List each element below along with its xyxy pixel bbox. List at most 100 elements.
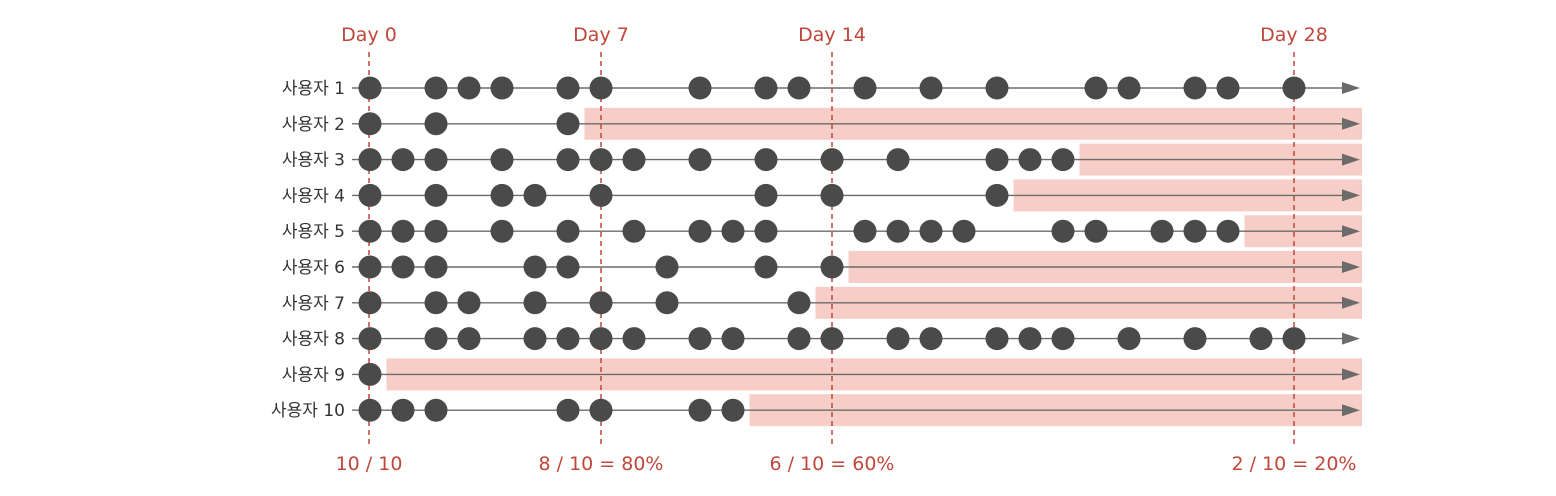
visit-dot [523,327,547,351]
visit-dot [919,327,943,351]
visit-dot [358,112,382,136]
visit-dots [358,76,1306,422]
visit-dot [358,76,382,100]
arrow-head-icon [1342,117,1360,130]
user-label: 사용자 9 [282,365,345,385]
visit-dot [787,327,811,351]
visit-dot [1216,219,1240,243]
visit-dot [1051,148,1075,172]
visit-dot [589,327,613,351]
visit-dot [391,148,415,172]
visit-dot [490,148,514,172]
visit-dot [556,148,580,172]
day-label: Day 0 [341,24,397,46]
visit-dot [457,291,481,315]
visit-dot [1084,219,1108,243]
visit-dot [1117,76,1141,100]
visit-dot [754,148,778,172]
day-label: Day 28 [1260,24,1328,46]
visit-dot [556,76,580,100]
retention-label: 6 / 10 = 60% [770,453,895,475]
visit-dot [1117,327,1141,351]
visit-dot [1282,327,1306,351]
visit-dot [820,255,844,279]
visit-dot [688,76,712,100]
visit-dot [1150,219,1174,243]
visit-dot [424,255,448,279]
visit-dot [490,76,514,100]
arrow-head-icon [1342,225,1360,238]
visit-dot [589,183,613,207]
visit-dot [457,327,481,351]
visit-dot [655,255,679,279]
retention-label: 2 / 10 = 20% [1232,453,1357,475]
visit-dot [1183,76,1207,100]
visit-dot [985,327,1009,351]
visit-dot [589,76,613,100]
visit-dot [787,76,811,100]
visit-dot [490,183,514,207]
visit-dot [688,148,712,172]
visit-dot [391,398,415,422]
visit-dot [919,76,943,100]
visit-dot [721,327,745,351]
visit-dot [622,148,646,172]
retention-label: 10 / 10 [336,453,403,475]
visit-dot [556,112,580,136]
visit-dot [523,183,547,207]
visit-dot [358,291,382,315]
visit-dot [1183,219,1207,243]
visit-dot [556,219,580,243]
visit-dot [523,291,547,315]
visit-dot [754,183,778,207]
visit-dot [985,148,1009,172]
visit-dot [1051,219,1075,243]
visit-dot [589,398,613,422]
visit-dot [754,219,778,243]
visit-dot [424,327,448,351]
visit-dot [886,327,910,351]
visit-dot [424,112,448,136]
visit-dot [622,327,646,351]
visit-dot [424,148,448,172]
arrow-head-icon [1342,404,1360,417]
visit-dot [391,255,415,279]
arrow-head-icon [1342,261,1360,273]
visit-dot [1282,76,1306,100]
visit-dot [820,148,844,172]
visit-dot [622,219,646,243]
visit-dot [523,255,547,279]
visit-dot [1216,76,1240,100]
visit-dot [1084,76,1108,100]
visit-dot [820,327,844,351]
visit-dot [952,219,976,243]
visit-dot [358,183,382,207]
visit-dot [424,76,448,100]
user-label: 사용자 7 [282,294,345,314]
user-label: 사용자 5 [282,222,345,242]
arrow-head-icon [1342,296,1360,309]
visit-dot [721,398,745,422]
visit-dot [589,291,613,315]
visit-dot [457,76,481,100]
visit-dot [358,362,382,386]
visit-dot [556,255,580,279]
user-labels: 사용자 1 사용자 2 사용자 3 사용자 4 사용자 5 사용자 6 사용자 7 사용자 8… [271,79,345,421]
visit-dot [589,148,613,172]
visit-dot [1183,327,1207,351]
visit-dot [424,219,448,243]
visit-dot [853,219,877,243]
retention-label: 8 / 10 = 80% [539,453,664,475]
user-label: 사용자 3 [282,151,345,171]
visit-dot [985,76,1009,100]
visit-dot [688,327,712,351]
visit-dot [787,291,811,315]
visit-dot [424,291,448,315]
day-label: Day 14 [798,24,866,46]
user-label: 사용자 4 [282,186,345,206]
arrow-head-icon [1342,153,1360,166]
visit-dot [754,76,778,100]
day-label: Day 7 [573,24,629,46]
visit-dot [655,291,679,315]
